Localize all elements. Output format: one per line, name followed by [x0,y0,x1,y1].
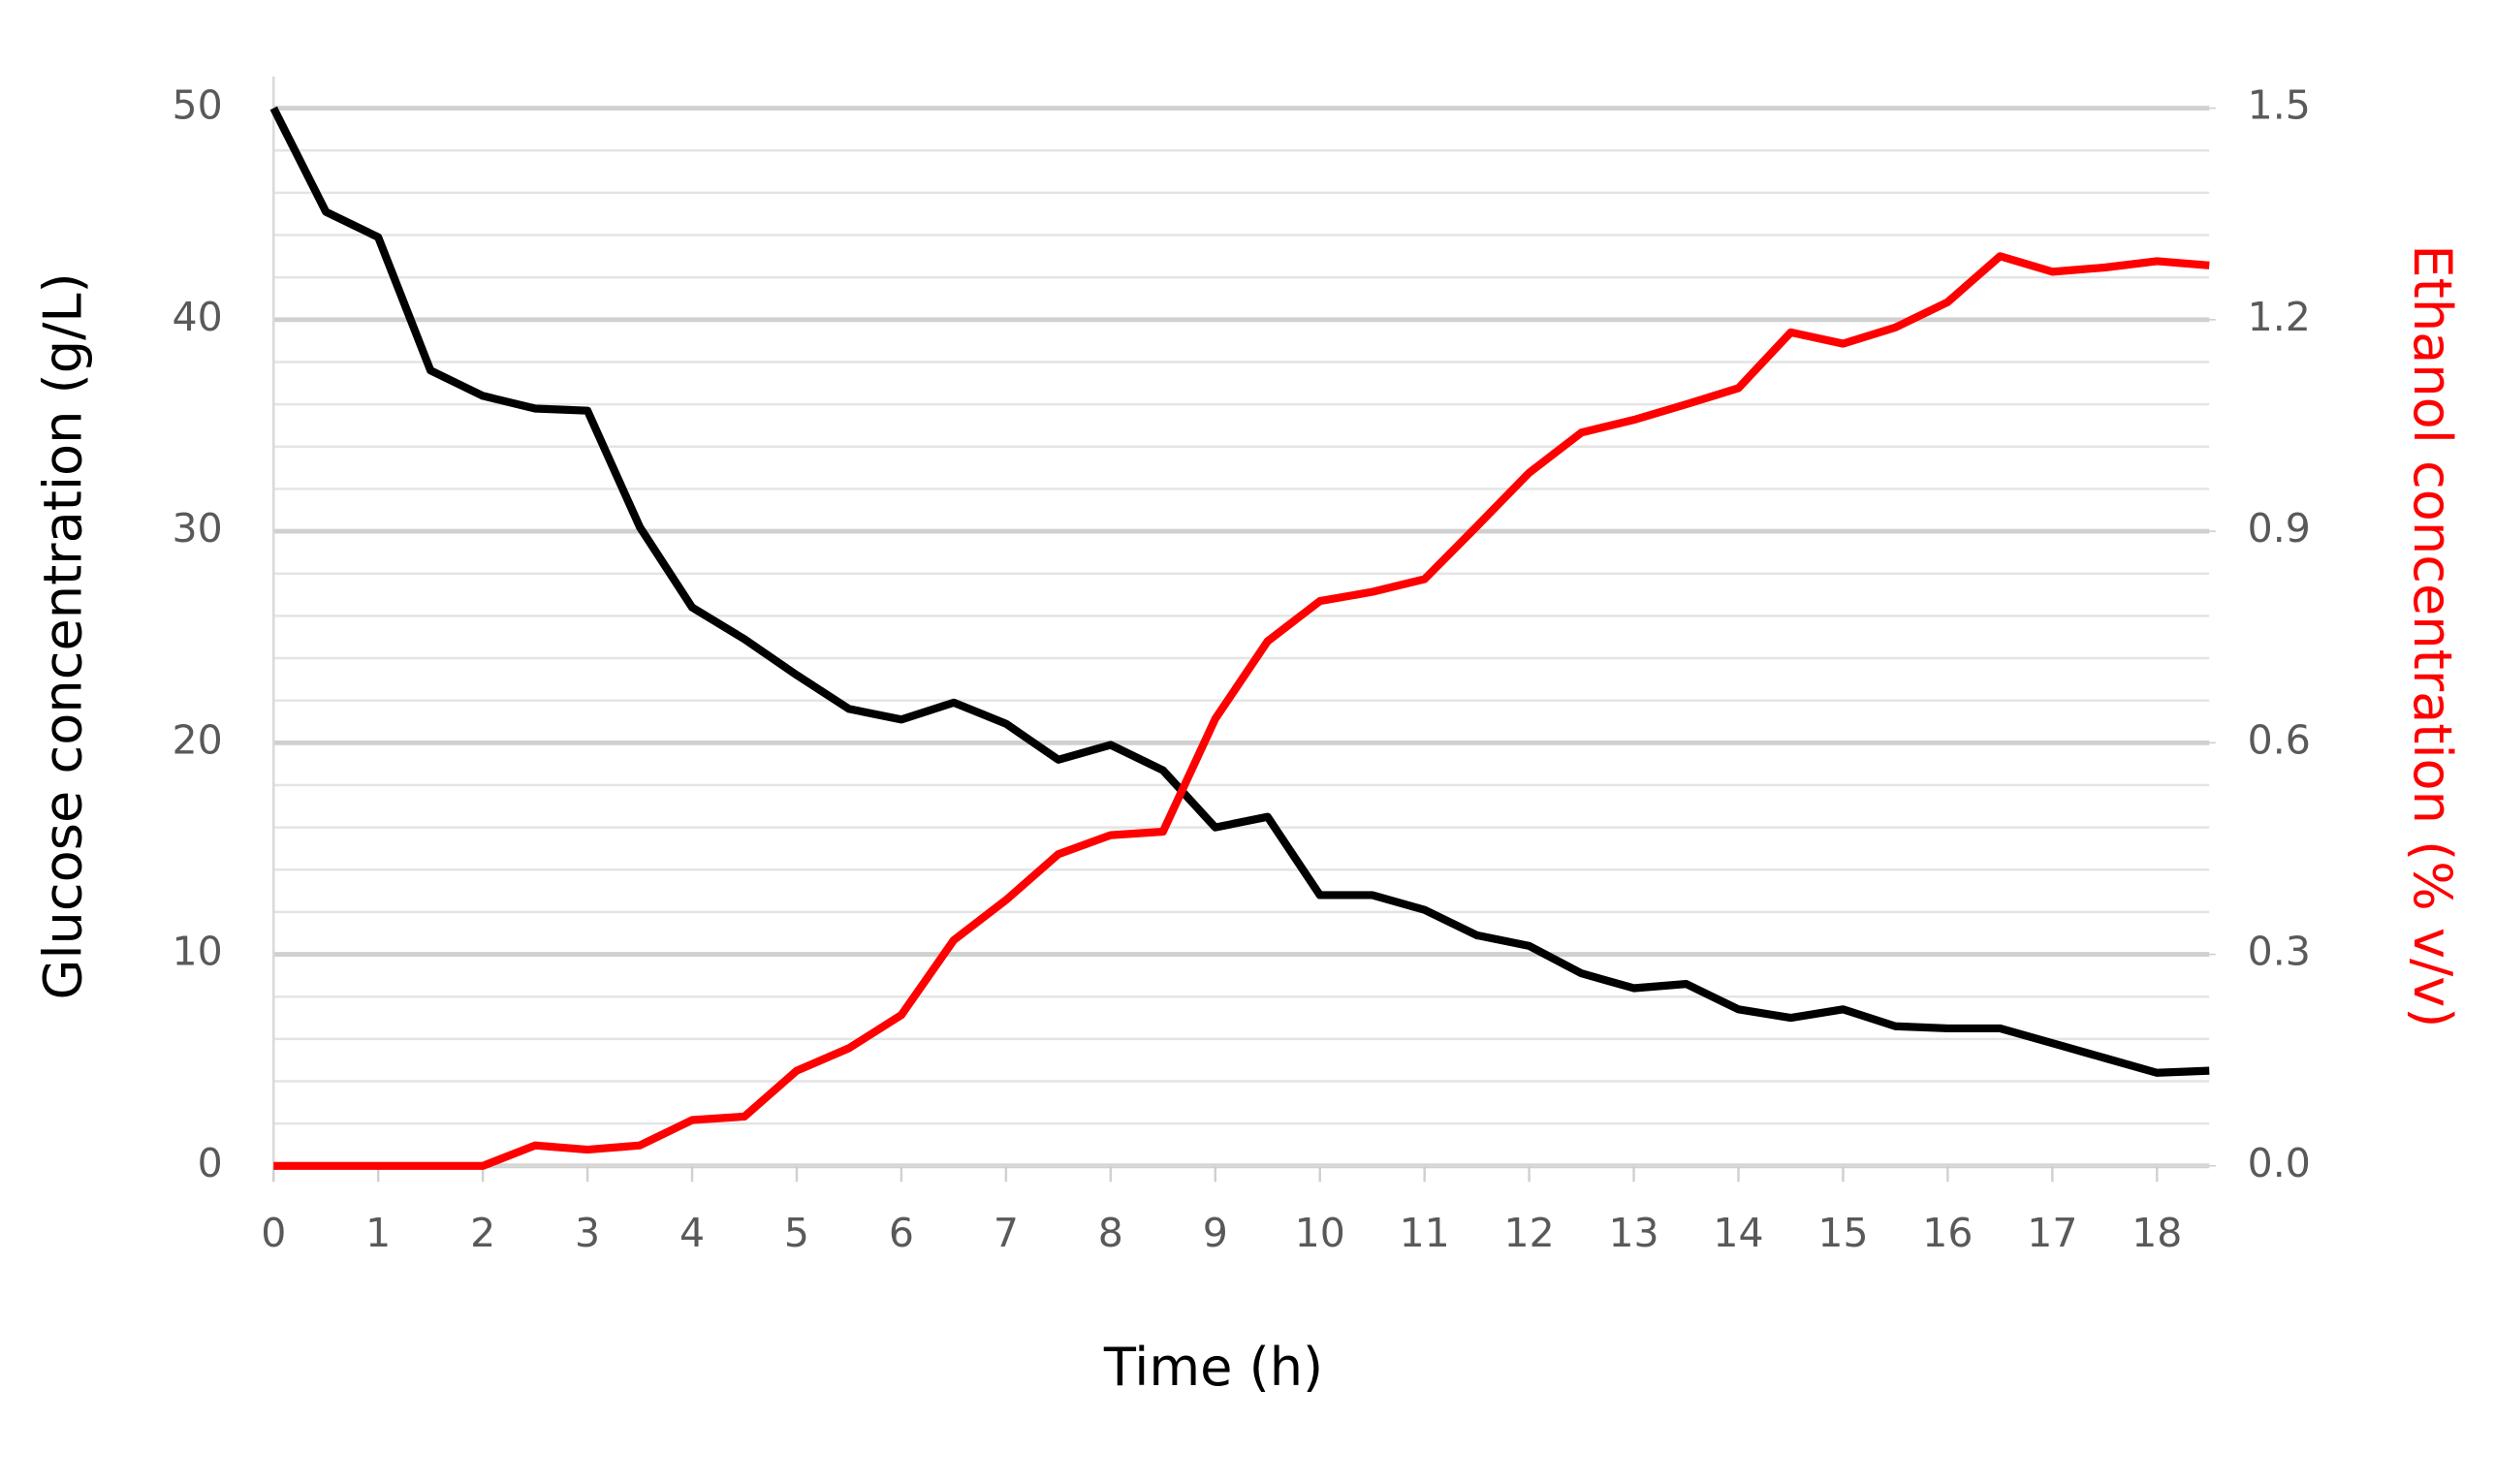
x-tick-label: 6 [889,1210,914,1256]
x-tick-label: 18 [2131,1210,2182,1256]
x-tick-label: 16 [1922,1210,1973,1256]
x-tick-label: 8 [1098,1210,1123,1256]
x-tick-label: 0 [261,1210,286,1256]
x-axis-label: Time (h) [1103,1337,1323,1398]
y-tick-label: 0 [198,1140,223,1186]
y2-tick-label: 0.3 [2248,929,2311,975]
x-tick-label: 15 [1817,1210,1868,1256]
x-tick-label: 9 [1203,1210,1228,1256]
y-tick-label: 30 [173,505,223,552]
x-tick-label: 11 [1400,1210,1450,1256]
x-tick-label: 10 [1295,1210,1345,1256]
y-axis-label: Glucose concentration (g/L) [33,272,94,999]
y2-tick-label: 0.6 [2248,716,2311,763]
y2-tick-label: 0.9 [2248,505,2311,552]
y-tick-label: 10 [173,929,223,975]
series-line [273,252,2210,1170]
x-tick-label: 1 [365,1210,391,1256]
x-tick-label: 5 [784,1210,809,1256]
x-tick-label: 2 [470,1210,495,1256]
x-tick-label: 14 [1713,1210,1763,1256]
y-tick-label: 50 [173,82,223,129]
y2-tick-label: 1.5 [2248,82,2311,129]
y2-axis-label: Ethanol concentration (% v/v) [2402,244,2463,1027]
y2-tick-label: 1.2 [2248,294,2311,340]
grid [272,76,2210,1169]
series-line [269,106,2210,1077]
x-tick-label: 7 [994,1210,1019,1256]
x-tick-label: 3 [575,1210,600,1256]
x-tick-label: 17 [2027,1210,2077,1256]
y-tick-label: 40 [173,294,223,340]
x-tick-label: 13 [1608,1210,1658,1256]
y-tick-label: 20 [173,716,223,763]
y2-tick-label: 0.0 [2248,1140,2311,1186]
x-tick-label: 12 [1504,1210,1555,1256]
x-tick-label: 4 [679,1210,705,1256]
